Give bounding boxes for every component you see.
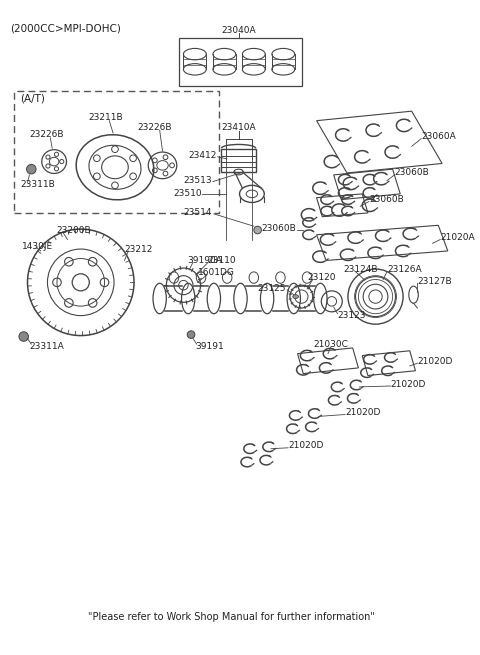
Text: 21020D: 21020D: [288, 441, 324, 451]
Text: (2000CC>MPI-DOHC): (2000CC>MPI-DOHC): [11, 24, 121, 33]
Text: 23226B: 23226B: [29, 130, 64, 140]
Text: 23212: 23212: [124, 244, 153, 253]
Circle shape: [187, 331, 195, 339]
Bar: [14, 91, 218, 213]
Text: 21020D: 21020D: [345, 408, 381, 417]
Text: 23514: 23514: [183, 208, 212, 217]
Text: 23060A: 23060A: [421, 132, 456, 141]
Text: 23513: 23513: [183, 176, 212, 185]
Text: 23127B: 23127B: [417, 277, 452, 286]
Text: 39191: 39191: [195, 341, 224, 350]
Text: 23060B: 23060B: [261, 223, 296, 233]
Text: 21020D: 21020D: [417, 357, 453, 365]
Text: 21020A: 21020A: [440, 233, 475, 242]
Text: 39190A: 39190A: [187, 256, 222, 265]
Bar: [179, 38, 302, 86]
Text: 23510: 23510: [174, 189, 203, 198]
Circle shape: [254, 226, 262, 234]
Text: "Please refer to Work Shop Manual for further information": "Please refer to Work Shop Manual for fu…: [87, 612, 374, 622]
Text: 23125: 23125: [258, 284, 286, 293]
Circle shape: [26, 164, 36, 174]
Text: 23412: 23412: [188, 151, 217, 160]
Text: 23060B: 23060B: [369, 195, 404, 204]
Text: 23200B: 23200B: [56, 225, 91, 234]
Text: 23110: 23110: [207, 256, 236, 265]
Text: 23060B: 23060B: [395, 168, 429, 178]
Circle shape: [19, 332, 28, 341]
Text: 23410A: 23410A: [221, 123, 256, 132]
Text: 23120: 23120: [307, 273, 336, 282]
Text: 23211B: 23211B: [88, 113, 123, 122]
Text: 23040A: 23040A: [221, 26, 256, 35]
Bar: [221, 149, 256, 172]
Text: 23311B: 23311B: [20, 180, 55, 189]
Text: 21020D: 21020D: [391, 380, 426, 388]
Text: (A/T): (A/T): [20, 94, 45, 103]
Text: 23226B: 23226B: [138, 123, 172, 132]
Text: 23124B: 23124B: [343, 265, 378, 274]
Text: 23311A: 23311A: [29, 341, 64, 350]
Text: 1601DG: 1601DG: [198, 269, 235, 277]
Ellipse shape: [293, 295, 299, 299]
Text: 1430JE: 1430JE: [22, 242, 53, 251]
Text: 21030C: 21030C: [313, 340, 348, 348]
Text: 23126A: 23126A: [387, 265, 421, 274]
Text: 23123: 23123: [337, 311, 366, 320]
